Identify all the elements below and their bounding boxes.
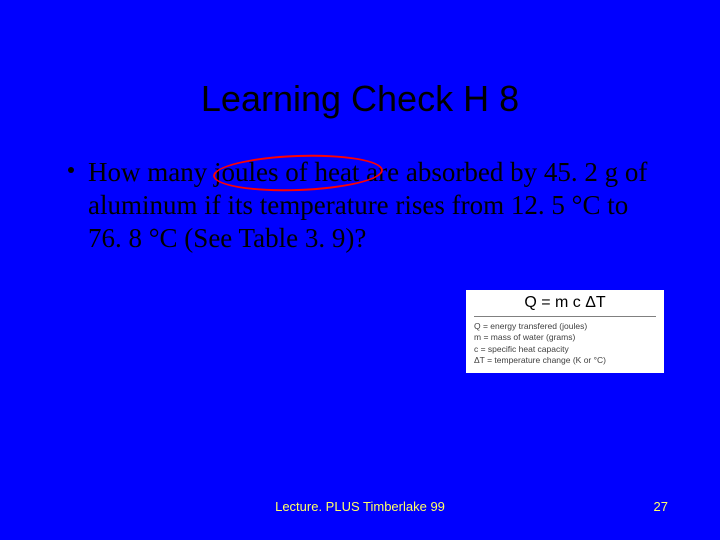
formula-def-m: m = mass of water (grams) bbox=[474, 332, 656, 343]
bullet-marker bbox=[68, 167, 74, 173]
page-number: 27 bbox=[654, 499, 668, 514]
formula-def-dt: ΔT = temperature change (K or °C) bbox=[474, 355, 656, 366]
bullet-container: How many joules of heat are absorbed by … bbox=[0, 120, 720, 255]
formula-box: Q = m c ΔT Q = energy transfered (joules… bbox=[466, 290, 664, 373]
formula-equation: Q = m c ΔT bbox=[474, 294, 656, 317]
formula-def-q: Q = energy transfered (joules) bbox=[474, 321, 656, 332]
formula-def-c: c = specific heat capacity bbox=[474, 344, 656, 355]
slide-title: Learning Check H 8 bbox=[0, 0, 720, 120]
bullet-text: How many joules of heat are absorbed by … bbox=[88, 156, 664, 255]
footer-center-text: Lecture. PLUS Timberlake 99 bbox=[0, 499, 720, 514]
